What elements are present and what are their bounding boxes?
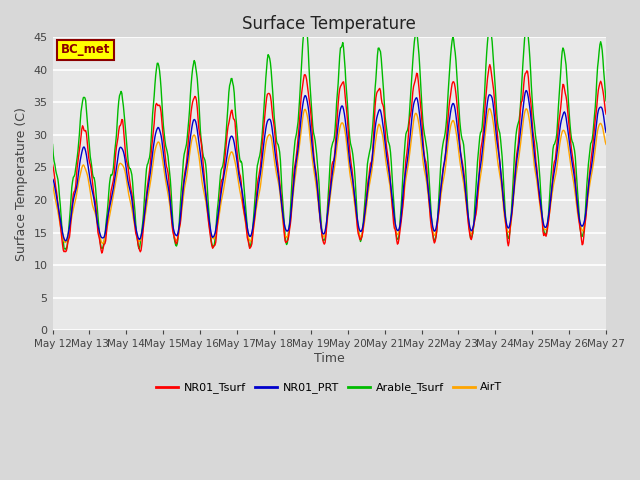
X-axis label: Time: Time xyxy=(314,352,345,365)
Y-axis label: Surface Temperature (C): Surface Temperature (C) xyxy=(15,107,28,261)
Legend: NR01_Tsurf, NR01_PRT, Arable_Tsurf, AirT: NR01_Tsurf, NR01_PRT, Arable_Tsurf, AirT xyxy=(152,378,507,398)
Text: BC_met: BC_met xyxy=(61,43,110,57)
Title: Surface Temperature: Surface Temperature xyxy=(243,15,416,33)
